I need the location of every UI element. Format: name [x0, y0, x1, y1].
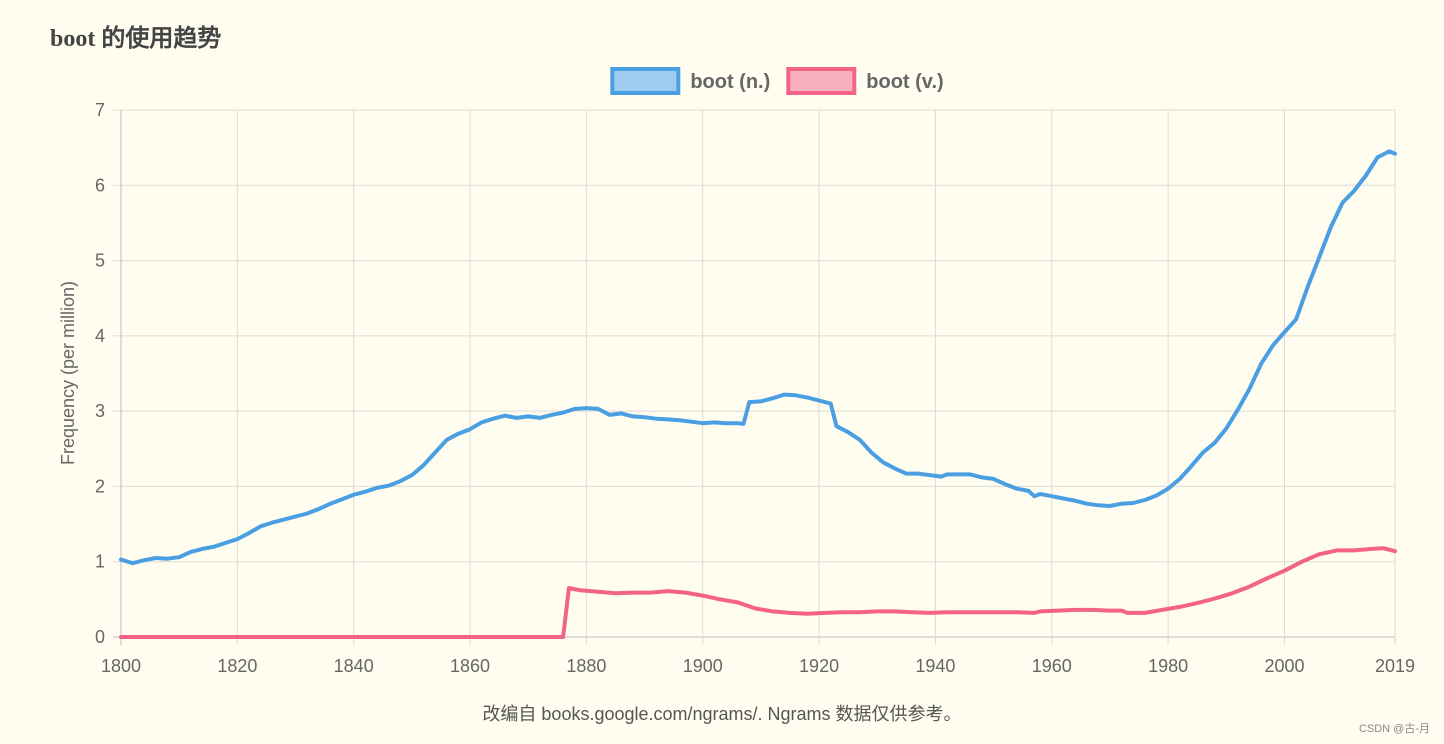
legend-item-1[interactable]: boot (v.): [786, 67, 944, 95]
y-tick-label: 2: [95, 476, 105, 496]
x-tick-label: 1980: [1148, 656, 1188, 676]
legend-label: boot (v.): [866, 71, 943, 93]
x-tick-label: 1840: [334, 656, 374, 676]
axes: 0 1 2 3 4 5 6 7 1800 1820 1840 1860 1880 1900 1920 1940…: [95, 100, 1415, 676]
y-tick-label: 4: [95, 326, 105, 346]
series-lines: [119, 149, 1397, 639]
y-tick-label: 5: [95, 251, 105, 271]
x-tick-label: 1820: [217, 656, 257, 676]
x-tick-label: 1900: [683, 656, 723, 676]
grid-lines: [113, 109, 1396, 645]
legend-label: boot (n.): [690, 71, 770, 93]
x-tick-label: 1860: [450, 656, 490, 676]
source-note: 改编自 books.google.com/ngrams/. Ngrams 数据仅…: [482, 704, 962, 724]
legend: boot (n.) boot (v.): [610, 67, 944, 95]
x-tick-label: 2000: [1264, 656, 1304, 676]
y-tick-label: 3: [95, 401, 105, 421]
watermark: CSDN @古-月: [1358, 723, 1430, 735]
legend-swatch: [786, 67, 857, 95]
y-axis-title: Frequency (per million): [58, 281, 78, 465]
x-tick-label: 2019: [1375, 656, 1415, 676]
series-line-0: [119, 149, 1397, 566]
legend-swatch: [610, 67, 681, 95]
y-tick-label: 1: [95, 552, 105, 572]
y-tick-label: 6: [95, 175, 105, 195]
x-tick-label: 1940: [915, 656, 955, 676]
x-tick-label: 1800: [101, 656, 141, 676]
page-title: boot 的使用趋势: [50, 26, 222, 52]
x-tick-label: 1880: [566, 656, 606, 676]
x-tick-label: 1920: [799, 656, 839, 676]
y-tick-label: 7: [95, 100, 105, 120]
legend-item-0[interactable]: boot (n.): [610, 67, 770, 95]
x-tick-label: 1960: [1032, 656, 1072, 676]
series-line-1: [119, 546, 1397, 639]
y-tick-label: 0: [95, 627, 105, 647]
